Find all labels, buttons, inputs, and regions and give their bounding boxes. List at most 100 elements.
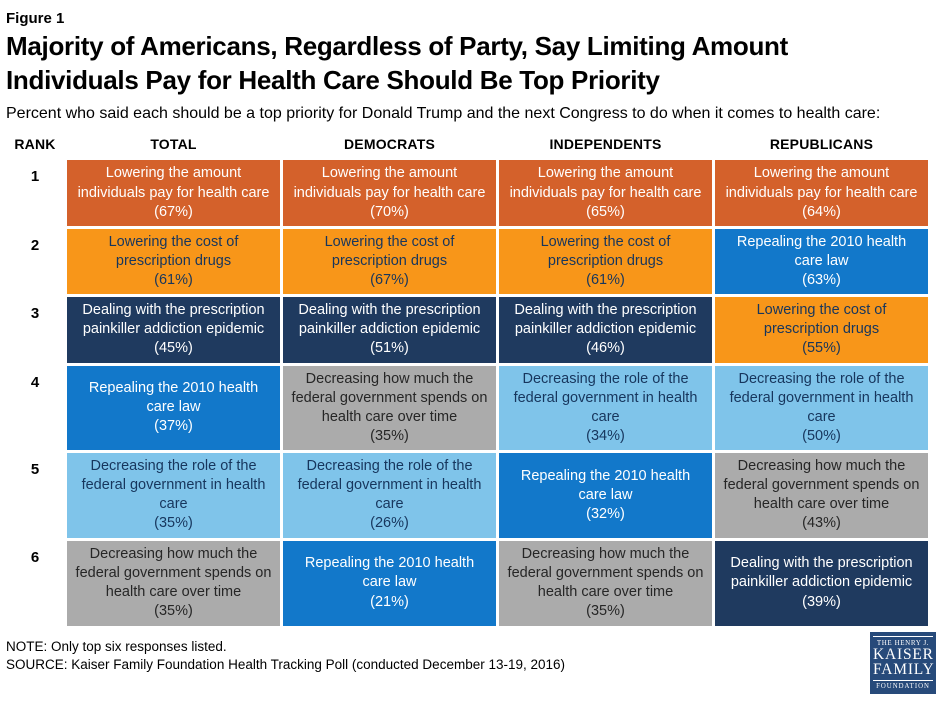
priority-cell: Dealing with the prescription painkiller… [67,297,280,363]
priority-cell-percent: (61%) [154,272,193,289]
priority-cell-label: Repealing the 2010 health care law [304,555,475,591]
priority-cell: Repealing the 2010 health care law (37%) [67,365,280,451]
priority-cell-percent: (21%) [370,593,409,610]
priority-cell-label: Dealing with the prescription painkiller… [514,302,697,338]
priority-cell-percent: (34%) [586,427,625,444]
priority-cell: Dealing with the prescription painkiller… [283,297,496,363]
figure-page: Figure 1 Majority of Americans, Regardle… [6,10,936,695]
priority-cell: Lowering the cost of prescription drugs (… [283,228,496,295]
priority-cell-percent: (35%) [586,603,625,620]
priority-cell-label: Dealing with the prescription painkiller… [82,302,265,338]
priority-cell-percent: (35%) [154,603,193,620]
priority-cell: Repealing the 2010 health care law (32%) [499,453,712,538]
priority-cell-percent: (39%) [802,593,841,610]
logo-line-kaiser: KAISER [873,645,934,663]
priority-cell-percent: (35%) [370,427,409,444]
priority-cell: Lowering the amount individuals pay for … [715,160,928,226]
priority-cell-label: Dealing with the prescription painkiller… [730,555,913,591]
rank-cell: 2 [6,228,64,295]
priority-cell-percent: (63%) [802,272,841,289]
note-text: NOTE: Only top six responses listed. [6,638,227,654]
priority-cell-percent: (26%) [370,515,409,532]
priority-cell: Lowering the amount individuals pay for … [499,160,712,226]
priority-cell-percent: (50%) [802,427,841,444]
priority-cell: Dealing with the prescription painkiller… [499,297,712,363]
priority-cell-label: Decreasing the role of the federal gover… [297,458,482,513]
priority-cell-label: Decreasing how much the federal governme… [75,545,272,601]
priority-cell: Decreasing the role of the federal gover… [67,453,280,538]
priority-cell-percent: (70%) [370,203,409,220]
table-header-row: RANK TOTAL DEMOCRATS INDEPENDENTS REPUBL… [6,132,928,160]
priority-cell-percent: (46%) [586,340,625,357]
priority-cell-label: Decreasing the role of the federal gover… [513,370,698,425]
priority-cell-label: Decreasing the role of the federal gover… [729,370,914,425]
subtitle: Percent who said each should be a top pr… [6,104,881,122]
priority-cell: Repealing the 2010 health care law (63%) [715,228,928,295]
priority-cell-label: Lowering the cost of prescription drugs [324,233,455,269]
header-total: TOTAL [150,136,197,153]
priority-cell: Decreasing how much the federal governme… [283,365,496,451]
priority-cell-percent: (51%) [370,340,409,357]
rank-cell: 5 [6,453,64,538]
priority-cell-label: Lowering the amount individuals pay for … [509,165,702,201]
priority-cell-percent: (45%) [154,340,193,357]
page-title: Majority of Americans, Regardless of Par… [6,29,934,98]
priority-cell: Decreasing how much the federal governme… [499,540,712,626]
priority-cell-label: Decreasing how much the federal governme… [723,458,920,513]
rank-cell: 6 [6,540,64,626]
priority-cell-percent: (67%) [370,272,409,289]
priority-cell-percent: (55%) [802,340,841,357]
priority-cell-percent: (61%) [586,272,625,289]
rank-cell: 3 [6,297,64,363]
logo-line-henry: THE HENRY J. [873,635,933,647]
logo-line-foundation: FOUNDATION [873,680,933,690]
priority-grid: 1 Lowering the amount individuals pay for… [6,160,928,626]
priority-cell-label: Repealing the 2010 health care law [736,233,907,269]
header-rank: RANK [14,136,56,153]
rank-cell: 4 [6,365,64,451]
priority-cell-label: Lowering the amount individuals pay for … [77,165,270,201]
priority-cell-percent: (43%) [802,515,841,532]
priority-cell: Lowering the cost of prescription drugs (… [499,228,712,295]
priority-cell-percent: (35%) [154,515,193,532]
priority-table: RANK TOTAL DEMOCRATS INDEPENDENTS REPUBL… [6,132,934,626]
footer: NOTE: Only top six responses listed. SOU… [6,631,936,695]
priority-cell: Lowering the amount individuals pay for … [67,160,280,226]
priority-cell: Repealing the 2010 health care law (21%) [283,540,496,626]
priority-cell-percent: (67%) [154,203,193,220]
priority-cell: Decreasing how much the federal governme… [715,453,928,538]
priority-cell-label: Lowering the cost of prescription drugs [756,302,887,338]
priority-cell: Lowering the cost of prescription drugs (… [715,297,928,363]
kff-logo: THE HENRY J. KAISER FAMILY FOUNDATION [870,631,936,695]
title-line-2: Individuals Pay for Health Care Should B… [6,65,660,96]
logo-line-family: FAMILY [873,661,935,679]
header-republicans: REPUBLICANS [769,136,874,153]
priority-cell-label: Lowering the cost of prescription drugs [108,233,239,269]
priority-cell: Decreasing the role of the federal gover… [283,453,496,538]
priority-cell-label: Repealing the 2010 health care law [520,467,691,503]
title-line-1: Majority of Americans, Regardless of Par… [6,31,788,61]
source-text: SOURCE: Kaiser Family Foundation Health … [6,656,566,672]
priority-cell-percent: (32%) [586,505,625,522]
priority-cell-label: Lowering the cost of prescription drugs [540,233,671,269]
header-independents: INDEPENDENTS [549,136,662,153]
priority-cell: Lowering the cost of prescription drugs (… [67,228,280,295]
priority-cell-label: Decreasing the role of the federal gover… [81,458,266,513]
priority-cell-label: Repealing the 2010 health care law [88,380,259,416]
priority-cell-percent: (65%) [586,203,625,220]
header-democrats: DEMOCRATS [344,136,435,153]
figure-label: Figure 1 [6,10,65,27]
priority-cell-label: Lowering the amount individuals pay for … [293,165,486,201]
rank-cell: 1 [6,160,64,226]
priority-cell-label: Decreasing how much the federal governme… [291,370,488,425]
priority-cell: Decreasing the role of the federal gover… [499,365,712,451]
priority-cell-percent: (37%) [154,418,193,435]
priority-cell: Dealing with the prescription painkiller… [715,540,928,626]
priority-cell: Decreasing the role of the federal gover… [715,365,928,451]
priority-cell: Lowering the amount individuals pay for … [283,160,496,226]
priority-cell-label: Lowering the amount individuals pay for … [725,165,918,201]
priority-cell-percent: (64%) [802,203,841,220]
priority-cell-label: Decreasing how much the federal governme… [507,545,704,601]
priority-cell: Decreasing how much the federal governme… [67,540,280,626]
footer-notes: NOTE: Only top six responses listed. SOU… [6,632,565,674]
